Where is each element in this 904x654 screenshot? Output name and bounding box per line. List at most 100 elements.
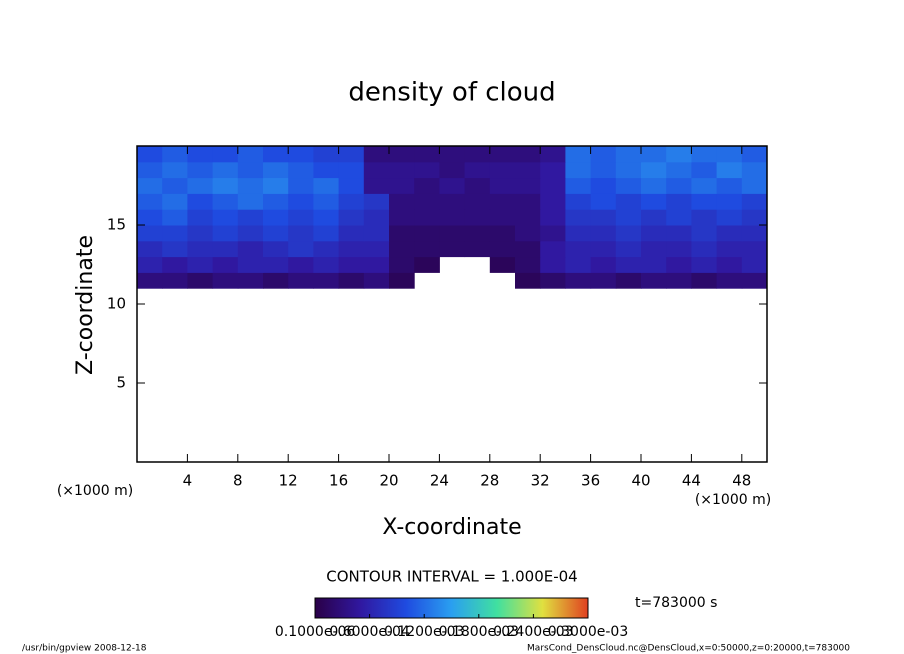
- cell: [439, 240, 466, 258]
- cell: [489, 256, 516, 273]
- cell: [439, 225, 466, 242]
- cell: [666, 256, 692, 273]
- cell: [489, 240, 516, 258]
- cell: [716, 146, 743, 163]
- cell: [263, 225, 289, 242]
- cell: [137, 146, 163, 163]
- cell: [515, 225, 541, 242]
- colorbar-tick-label: 0.1800e-03: [439, 624, 519, 640]
- cell: [363, 225, 390, 242]
- cell: [615, 177, 642, 194]
- cell: [641, 146, 667, 163]
- cell: [615, 256, 642, 273]
- cell: [464, 193, 491, 210]
- cell: [162, 177, 188, 194]
- cell: [389, 240, 415, 258]
- cell: [288, 256, 314, 273]
- cell: [515, 161, 541, 179]
- cell: [263, 209, 289, 226]
- cell: [439, 161, 466, 179]
- cell: [263, 193, 289, 210]
- cell: [666, 146, 692, 163]
- cell: [716, 272, 743, 289]
- cell: [137, 256, 163, 273]
- cell: [741, 256, 768, 273]
- cell: [212, 146, 239, 163]
- colorbar-tick-label: 0.6000e-04: [329, 624, 410, 640]
- cell: [716, 256, 743, 273]
- cell: [590, 193, 617, 210]
- y-tick-label: 5: [116, 374, 126, 392]
- cell: [338, 177, 365, 194]
- cell: [313, 240, 340, 258]
- footer-left: /usr/bin/gpview 2008-12-18: [22, 644, 147, 654]
- cell: [212, 193, 239, 210]
- colorbar: [314, 597, 589, 619]
- cell: [666, 193, 692, 210]
- cell: [540, 209, 566, 226]
- cell: [716, 177, 743, 194]
- cell: [464, 177, 491, 194]
- cell: [565, 209, 592, 226]
- cell: [389, 146, 415, 163]
- cell: [212, 177, 239, 194]
- x-axis-label: X-coordinate: [382, 515, 521, 540]
- cell: [489, 225, 516, 242]
- cell: [565, 161, 592, 179]
- time-note: t=783000 s: [635, 595, 717, 611]
- cell: [263, 161, 289, 179]
- cell: [389, 225, 415, 242]
- cell: [187, 177, 214, 194]
- cell: [389, 193, 415, 210]
- cell: [489, 177, 516, 194]
- cell: [263, 240, 289, 258]
- y-axis-label: Z-coordinate: [73, 235, 98, 375]
- cell: [263, 146, 289, 163]
- cell: [741, 225, 768, 242]
- cell: [389, 209, 415, 226]
- cell: [237, 193, 264, 210]
- cell: [565, 272, 592, 289]
- cell: [263, 177, 289, 194]
- cell: [540, 146, 566, 163]
- cell: [641, 225, 667, 242]
- cell: [313, 193, 340, 210]
- cell: [212, 161, 239, 179]
- x-tick-label: 20: [379, 472, 398, 490]
- cell: [641, 240, 667, 258]
- cell: [137, 177, 163, 194]
- cell: [590, 240, 617, 258]
- cell: [288, 146, 314, 163]
- cell: [414, 161, 440, 179]
- cell: [338, 161, 365, 179]
- cell: [338, 240, 365, 258]
- cell: [389, 256, 415, 273]
- x-tick-label: 16: [329, 472, 348, 490]
- cell: [565, 177, 592, 194]
- cell: [741, 161, 768, 179]
- cell: [691, 209, 718, 226]
- cell: [212, 225, 239, 242]
- cell: [515, 146, 541, 163]
- cell: [237, 256, 264, 273]
- cell: [162, 193, 188, 210]
- cell: [716, 161, 743, 179]
- cell: [565, 256, 592, 273]
- cell: [414, 177, 440, 194]
- cell: [187, 225, 214, 242]
- cell: [212, 256, 239, 273]
- cell: [389, 161, 415, 179]
- cell: [288, 209, 314, 226]
- x-tick-label: 36: [581, 472, 600, 490]
- cell: [515, 256, 541, 273]
- x-tick-label: 4: [183, 472, 193, 490]
- cell: [489, 146, 516, 163]
- cell: [187, 256, 214, 273]
- cell: [540, 272, 566, 289]
- cell: [187, 146, 214, 163]
- cell: [313, 272, 340, 289]
- cell: [716, 209, 743, 226]
- cell: [439, 193, 466, 210]
- cell: [741, 146, 768, 163]
- colorbar-tick-label: 0.3000e-03: [548, 624, 628, 640]
